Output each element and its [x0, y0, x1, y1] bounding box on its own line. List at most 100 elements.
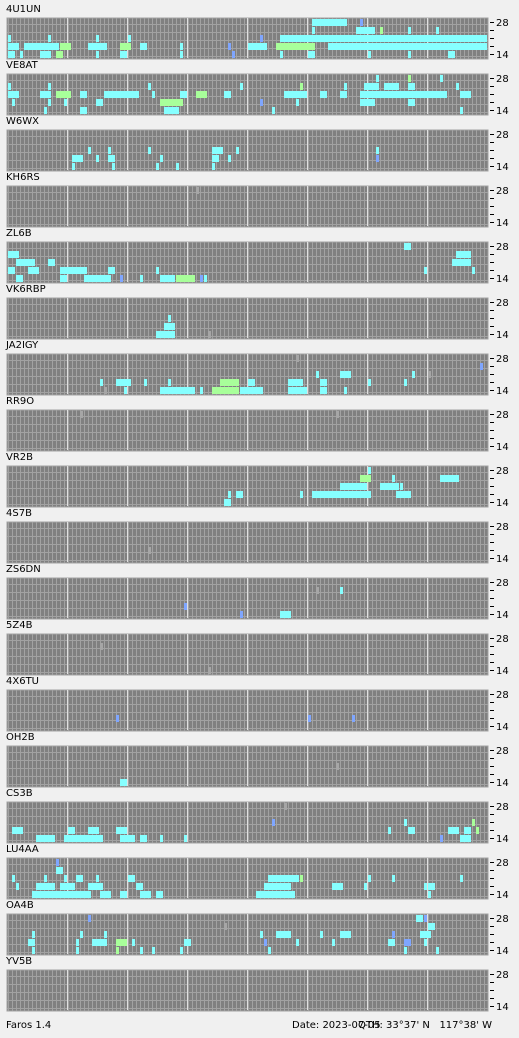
band-label: 14 — [496, 218, 509, 229]
signal-cell — [116, 947, 119, 954]
date: Date: 2023-07-05 — [292, 1020, 381, 1031]
signal-cell — [112, 163, 115, 170]
station-name: W6WX — [6, 116, 39, 127]
signal-cell — [44, 107, 47, 114]
band-tick — [490, 358, 494, 359]
signal-cell — [472, 819, 475, 826]
signal-cell — [428, 883, 435, 890]
band-tick — [490, 190, 494, 191]
band-tick — [490, 606, 494, 607]
hour-divider — [127, 746, 128, 786]
band-label: 14 — [496, 162, 509, 173]
signal-cell — [232, 51, 235, 58]
signal-cell — [404, 819, 407, 826]
signal-cell — [212, 387, 239, 394]
signal-cell — [396, 491, 411, 498]
signal-cell — [48, 99, 51, 106]
hour-divider — [247, 466, 248, 506]
hour-divider — [187, 690, 188, 730]
signal-cell — [364, 883, 367, 890]
hour-divider — [307, 578, 308, 618]
signal-cell — [336, 763, 339, 770]
station-name: CS3B — [6, 788, 33, 799]
hour-divider — [127, 634, 128, 674]
hour-divider — [367, 466, 368, 506]
signal-cell — [160, 155, 163, 162]
band-tick — [490, 30, 494, 31]
band-tick — [490, 438, 494, 439]
hour-divider — [247, 130, 248, 170]
signal-cell — [296, 99, 299, 106]
hour-divider — [187, 858, 188, 898]
signal-cell — [88, 883, 103, 890]
hour-divider — [427, 690, 428, 730]
hour-divider — [67, 522, 68, 562]
signal-cell — [436, 27, 439, 34]
signal-cell — [380, 483, 399, 490]
hour-divider — [427, 634, 428, 674]
hour-divider — [127, 522, 128, 562]
signal-cell — [164, 323, 175, 330]
signal-cell — [300, 83, 303, 90]
signal-cell — [156, 891, 163, 898]
band-label: 14 — [496, 106, 509, 117]
signal-cell — [424, 915, 427, 922]
signal-cell — [312, 491, 371, 498]
signal-cell — [180, 91, 187, 98]
hour-divider — [247, 522, 248, 562]
signal-cell — [140, 891, 151, 898]
signal-cell — [440, 75, 443, 82]
signal-cell — [156, 163, 159, 170]
signal-cell — [420, 931, 431, 938]
band-tick — [490, 38, 494, 39]
band-label: 28 — [496, 578, 509, 589]
band-tick — [490, 582, 494, 583]
station-name: OH2B — [6, 732, 35, 743]
signal-cell — [120, 43, 131, 50]
signal-cell — [464, 827, 471, 834]
signal-cell — [56, 51, 63, 58]
signal-cell — [460, 107, 463, 114]
signal-cell — [80, 931, 83, 938]
signal-cell — [80, 411, 83, 418]
band-tick — [490, 614, 494, 615]
band-tick — [490, 702, 494, 703]
hour-divider — [367, 746, 368, 786]
band-tick — [490, 486, 494, 487]
hour-divider — [67, 242, 68, 282]
signal-cell — [128, 875, 135, 882]
band-label: 28 — [496, 522, 509, 533]
hour-divider — [367, 242, 368, 282]
band-label: 14 — [496, 442, 509, 453]
band-tick — [490, 382, 494, 383]
hour-divider — [187, 746, 188, 786]
band-tick — [490, 390, 494, 391]
hour-divider — [187, 578, 188, 618]
hour-divider — [127, 354, 128, 394]
signal-cell — [224, 91, 231, 98]
signal-cell — [260, 99, 263, 106]
band-tick — [490, 22, 494, 23]
band-label: 14 — [496, 722, 509, 733]
band-tick — [490, 86, 494, 87]
hour-divider — [307, 410, 308, 450]
signal-cell — [32, 891, 91, 898]
hour-divider — [307, 634, 308, 674]
signal-cell — [208, 331, 211, 338]
signal-cell — [44, 875, 47, 882]
signal-cell — [120, 779, 127, 786]
hour-divider — [187, 242, 188, 282]
signal-cell — [12, 875, 15, 882]
signal-cell — [428, 371, 431, 378]
signal-cell — [476, 827, 479, 834]
band-tick — [490, 726, 494, 727]
signal-cell — [436, 947, 439, 954]
signal-cell — [64, 835, 103, 842]
signal-cell — [320, 91, 327, 98]
hour-divider — [247, 690, 248, 730]
signal-cell — [248, 43, 267, 50]
signal-cell — [84, 275, 111, 282]
signal-cell — [456, 83, 459, 90]
signal-cell — [344, 387, 347, 394]
signal-cell — [100, 643, 103, 650]
